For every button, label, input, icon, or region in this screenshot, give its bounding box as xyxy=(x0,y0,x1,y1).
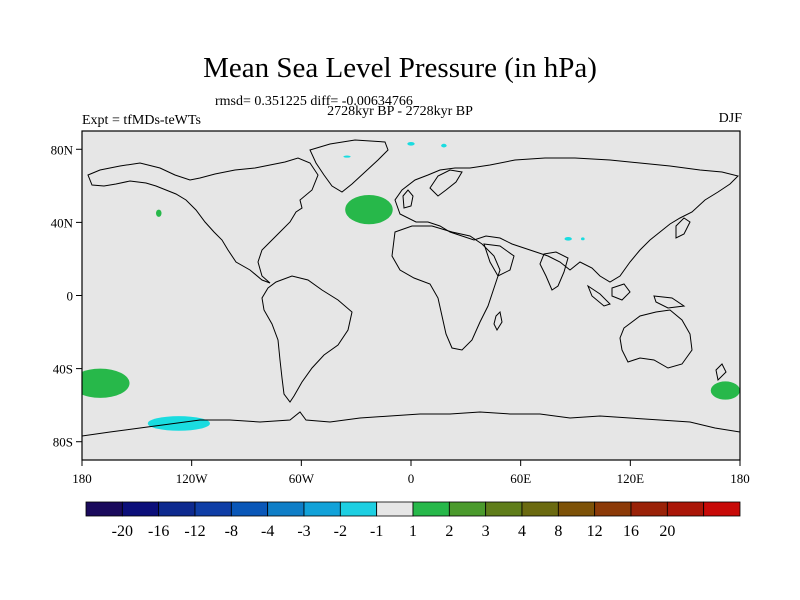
colorbar-swatch xyxy=(557,501,596,517)
coastline-japan xyxy=(675,217,691,239)
colorbar-swatch xyxy=(230,501,269,517)
colorbar-swatch xyxy=(594,501,632,517)
period-subtitle: 2728kyr BP - 2728kyr BP xyxy=(327,104,473,119)
coastline-new-guinea xyxy=(653,295,686,309)
colorbar-swatch xyxy=(448,501,487,517)
colorbar: -20 -16 -12 -8 -4 -3 -2 -1 1 2 3 4 8 12 16 20 xyxy=(85,501,741,540)
colorbar-label: 12 xyxy=(587,523,603,540)
coastline-sumatra xyxy=(586,284,611,307)
lon-tick-label: 120E xyxy=(617,471,645,486)
chart-title: Mean Sea Level Pressure (in hPa) xyxy=(203,52,597,84)
colorbar-swatch xyxy=(412,501,450,517)
coastline-new-zealand xyxy=(715,363,727,382)
anomaly-region-central-asia-negative-2 xyxy=(580,237,585,241)
lat-tick-label: 0 xyxy=(67,289,74,304)
anomaly-region-southern-ocean-negative xyxy=(147,416,210,431)
colorbar-label: -3 xyxy=(297,523,310,540)
anomaly-region-south-pacific-positive-east xyxy=(710,381,740,400)
colorbar-label: 2 xyxy=(445,523,453,540)
coastline-australia xyxy=(619,309,693,369)
colorbar-swatch xyxy=(485,501,523,517)
lat-tick-label: 40N xyxy=(51,215,74,230)
colorbar-swatch xyxy=(339,501,378,517)
colorbar-swatch xyxy=(85,501,123,517)
coastline-greenland xyxy=(309,139,389,193)
colorbar-label: -8 xyxy=(225,523,238,540)
colorbar-label: -20 xyxy=(112,523,133,540)
coastline-africa xyxy=(391,225,501,351)
colorbar-swatch xyxy=(158,501,196,517)
anomaly-region-south-pacific-positive-west xyxy=(82,368,130,398)
colorbar-label: 16 xyxy=(623,523,639,540)
coastline-south-america xyxy=(261,275,353,403)
lon-tick-label: 180 xyxy=(730,471,750,486)
colorbar-label: -1 xyxy=(370,523,383,540)
colorbar-swatch xyxy=(194,501,232,517)
colorbar-label: -4 xyxy=(261,523,274,540)
anomaly-region-arctic-negative-1 xyxy=(407,141,415,146)
anomaly-region-north-pacific-positive xyxy=(156,209,162,217)
lon-tick-label: 60E xyxy=(510,471,531,486)
lon-tick-label: 180 xyxy=(72,471,92,486)
colorbar-label: 20 xyxy=(659,523,675,540)
lon-tick-label: 60W xyxy=(289,471,315,486)
colorbar-swatch xyxy=(121,501,160,517)
coastline-eurasia xyxy=(394,157,739,283)
lat-tick-label: 40S xyxy=(53,362,73,377)
anomaly-region-north-atlantic-positive xyxy=(345,194,393,225)
anomaly-region-arctic-negative-2 xyxy=(441,143,447,148)
anomaly-region-arctic-negative-3 xyxy=(343,155,351,158)
colorbar-swatch xyxy=(666,501,705,517)
colorbar-swatch xyxy=(267,501,305,517)
lat-tick-label: 80S xyxy=(53,435,73,450)
colorbar-label: 4 xyxy=(518,523,526,540)
stats-subtitle: rmsd= 0.351225 diff= -0.00634766 xyxy=(215,94,413,109)
colorbar-swatch xyxy=(703,501,741,517)
colorbar-swatch xyxy=(630,501,668,517)
colorbar-swatch xyxy=(521,501,559,517)
longitude-ticks: 180 120W 60W 0 60E 120E 180 xyxy=(72,460,750,486)
anomaly-regions xyxy=(82,141,740,431)
coastline-arabia xyxy=(483,243,515,277)
lat-tick-label: 80N xyxy=(51,142,74,157)
map-background xyxy=(82,131,740,460)
coastlines xyxy=(82,139,740,437)
coastline-north-america xyxy=(87,157,319,284)
colorbar-swatch xyxy=(303,501,341,517)
coastline-borneo xyxy=(611,283,631,301)
colorbar-label: 1 xyxy=(409,523,417,540)
latitude-ticks: 80N 40N 0 40S 80S xyxy=(51,142,82,450)
lon-tick-label: 120W xyxy=(176,471,209,486)
lon-tick-label: 0 xyxy=(408,471,415,486)
colorbar-label: -2 xyxy=(334,523,347,540)
coastline-india xyxy=(539,251,569,291)
coastline-madagascar xyxy=(493,310,503,332)
coastline-uk xyxy=(402,189,414,209)
experiment-label: Expt = tfMDs-teWTs xyxy=(82,113,201,128)
coastline-scandinavia xyxy=(429,169,463,197)
anomaly-region-central-asia-negative-1 xyxy=(564,237,572,241)
colorbar-label: 8 xyxy=(554,523,562,540)
season-label: DJF xyxy=(718,111,742,126)
colorbar-label: -16 xyxy=(148,523,169,540)
coastline-antarctica xyxy=(82,411,740,437)
colorbar-label: 3 xyxy=(482,523,490,540)
colorbar-swatch xyxy=(376,501,414,517)
colorbar-label: -12 xyxy=(184,523,205,540)
